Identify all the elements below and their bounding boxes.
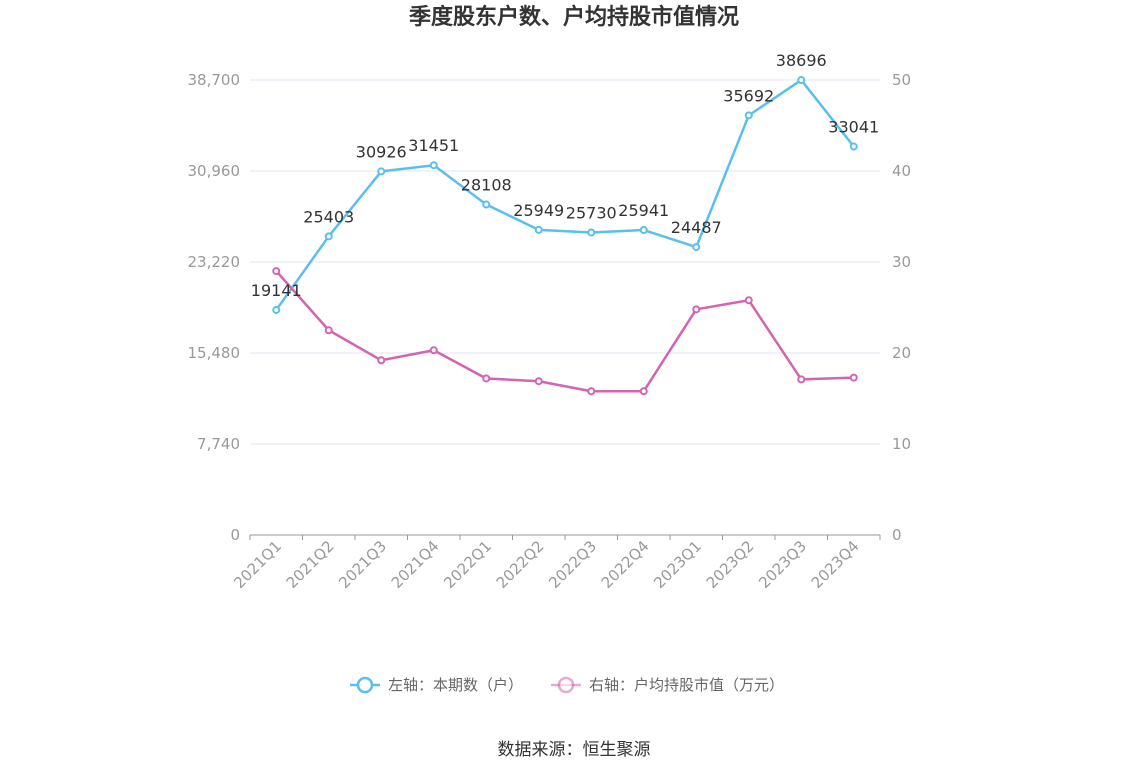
x-axis-tick-label: 2022Q1 [440,537,495,592]
x-axis-tick-label: 2021Q4 [388,537,443,592]
right-axis-tick-label: 20 [892,344,911,362]
x-axis-tick-label: 2023Q2 [703,537,758,592]
axes: 0 0 7,740 10 15,480 20 23,220 30 30,960 40 38,700 5… [188,71,912,592]
x-axis-tick-label: 2023Q3 [755,537,810,592]
legend-marker-icon [356,676,374,694]
shareholder-count-point[interactable] [324,232,333,241]
shareholder-count-point[interactable] [482,200,491,209]
grid-lines [250,79,880,445]
legend[interactable]: 左轴：本期数（户） 右轴：户均持股市值（万元） [350,676,784,694]
avg-holding-value-point[interactable] [324,326,333,335]
data-label: 35692 [723,86,774,105]
shareholder-count-point[interactable] [429,161,438,170]
avg-holding-value-point[interactable] [377,356,386,365]
shareholder-count-point[interactable] [587,228,596,237]
source-note: 数据来源：恒生聚源 [498,740,651,760]
avg-holding-value-point[interactable] [429,346,438,355]
left-axis-tick-label: 23,220 [188,253,241,271]
data-label: 31451 [408,136,459,155]
avg-holding-value-point[interactable] [744,296,753,305]
right-axis-tick-label: 40 [892,162,911,180]
legend-marker-icon [557,676,575,694]
left-axis-tick-label: 30,960 [188,162,241,180]
left-axis-tick-label: 38,700 [188,71,241,89]
x-axis-tick-label: 2022Q3 [545,537,600,592]
legend-label: 左轴：本期数（户） [388,676,523,694]
data-label: 28108 [461,176,512,195]
data-label: 33041 [828,118,879,137]
shareholder-count-point[interactable] [692,243,701,252]
x-axis-tick-label: 2021Q3 [335,537,390,592]
shareholder-count-point[interactable] [744,111,753,120]
x-axis-tick-label: 2022Q4 [598,537,653,592]
data-label: 30926 [356,142,407,161]
x-axis-tick-label: 2021Q1 [230,537,285,592]
avg-holding-value-point[interactable] [587,387,596,396]
right-axis-tick-label: 30 [892,253,911,271]
avg-holding-value-point[interactable] [534,377,543,386]
left-axis-tick-label: 7,740 [197,435,240,453]
shareholder-count-point[interactable] [272,305,281,314]
data-label: 38696 [776,51,827,70]
right-axis-tick-label: 10 [892,435,911,453]
avg-holding-value-point[interactable] [482,374,491,383]
x-axis-tick-label: 2022Q2 [493,537,548,592]
data-label: 24487 [671,218,722,237]
legend-item-avg-holding-value[interactable]: 右轴：户均持股市值（万元） [551,676,784,694]
data-label: 19141 [251,281,302,300]
right-axis-tick-label: 50 [892,71,911,89]
chart-title: 季度股东户数、户均持股市值情况 [409,4,739,30]
shareholder-count-point[interactable] [377,167,386,176]
data-label: 25949 [513,201,564,220]
avg-holding-value-point[interactable] [272,267,281,276]
x-axis-tick-label: 2023Q1 [650,537,705,592]
data-label: 25403 [303,207,354,226]
x-axis-tick-label: 2021Q2 [283,537,338,592]
avg-holding-value-point[interactable] [849,373,858,382]
shareholder-count-line [275,78,855,311]
shareholder-count-point[interactable] [639,226,648,235]
right-axis-tick-label: 0 [892,526,902,544]
data-label: 25730 [566,203,617,222]
legend-item-shareholder-count[interactable]: 左轴：本期数（户） [350,676,523,694]
shareholder-count-point[interactable] [849,142,858,151]
data-label: 25941 [618,201,669,220]
left-axis-tick-label: 15,480 [188,344,241,362]
series [272,76,858,396]
avg-holding-value-point[interactable] [639,387,648,396]
shareholder-count-point[interactable] [797,76,806,85]
shareholder-count-point[interactable] [534,225,543,234]
legend-label: 右轴：户均持股市值（万元） [589,676,784,694]
left-axis-tick-label: 0 [230,526,240,544]
avg-holding-value-point[interactable] [692,305,701,314]
avg-holding-value-line [275,270,854,393]
avg-holding-value-point[interactable] [797,375,806,384]
x-axis-tick-label: 2023Q4 [808,537,863,592]
